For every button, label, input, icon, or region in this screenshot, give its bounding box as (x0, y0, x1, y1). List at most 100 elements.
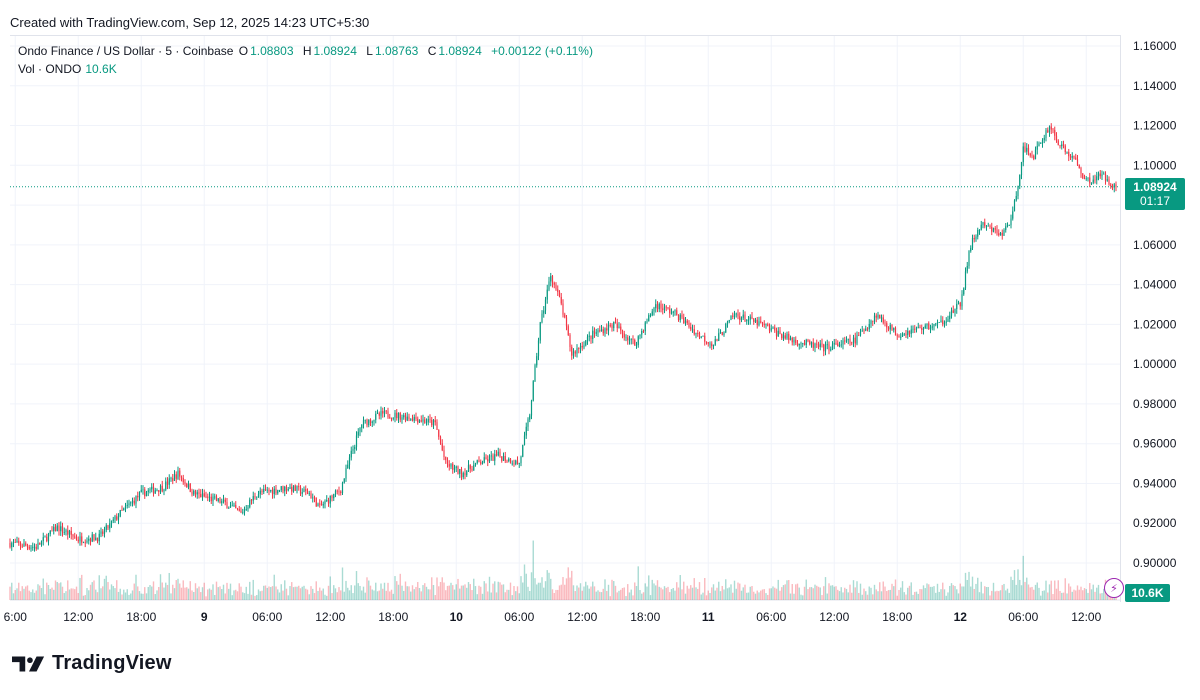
candle-body (263, 489, 265, 493)
candle-body (907, 330, 909, 336)
volume-bar (91, 582, 93, 600)
candle-body (830, 349, 832, 351)
volume-bar (553, 593, 555, 600)
volume-bar (205, 596, 207, 600)
candle-body (413, 417, 415, 421)
candle-body (98, 533, 100, 542)
candle-body (653, 308, 655, 312)
volume-bar (856, 581, 858, 600)
candle-body (515, 460, 517, 465)
candle-body (886, 323, 888, 328)
volume-bar (145, 593, 148, 600)
candle-body (812, 342, 814, 348)
candle-body (1075, 157, 1077, 160)
volume-bar (660, 587, 662, 600)
volume-bar (1015, 584, 1017, 600)
volume-bar (830, 585, 832, 600)
candle-body (282, 486, 284, 492)
volume-bar (1068, 583, 1070, 600)
candle-body (560, 296, 562, 304)
candle-body (35, 546, 37, 550)
volume-bar (683, 581, 685, 600)
lightning-icon[interactable]: ⚡ (1104, 578, 1124, 598)
volume-bar (124, 592, 127, 600)
volume-bar (1099, 593, 1101, 600)
volume-bar (653, 583, 655, 600)
candle-body (1101, 174, 1103, 177)
volume-bar (1019, 579, 1021, 600)
candle-body (924, 325, 926, 329)
volume-bar (123, 589, 125, 600)
candle-body (243, 509, 246, 513)
volume-bar (763, 589, 765, 600)
tradingview-logo-icon (12, 655, 45, 672)
candle-body (411, 418, 414, 421)
candle-body (240, 510, 242, 513)
volume-bar (154, 594, 156, 600)
volume-bar (1031, 586, 1033, 600)
volume-bar (294, 586, 296, 600)
candle-body (270, 489, 272, 492)
price-chart[interactable]: 1.160001.140001.120001.100001.080001.060… (0, 0, 1200, 640)
volume-bar (385, 590, 387, 600)
volume-bar (921, 589, 923, 600)
candle-body (40, 541, 43, 545)
candle-body (739, 316, 741, 321)
volume-bar (915, 591, 918, 600)
candle-body (424, 419, 426, 423)
created-with-note: Created with TradingView.com, Sep 12, 20… (10, 15, 370, 30)
volume-bar (1033, 589, 1035, 600)
volume-bar (1054, 580, 1056, 600)
volume-bar (621, 587, 624, 600)
candle-body (711, 343, 713, 347)
volume-bar (292, 587, 295, 600)
x-tick-label: 12:00 (567, 610, 597, 624)
volume-bar (571, 570, 573, 600)
candle-body (464, 473, 466, 476)
brand-name: TradingView (52, 652, 172, 674)
volume-bar (33, 592, 36, 600)
volume-bar (21, 586, 23, 600)
volume-bar (868, 586, 870, 600)
volume-bar (966, 579, 968, 600)
candle-body (1082, 173, 1084, 179)
volume-bar (497, 581, 499, 600)
candle-body (140, 489, 142, 493)
candle-body (385, 410, 387, 412)
volume-bar (296, 586, 298, 600)
volume-bar (26, 585, 29, 600)
volume-bar (429, 589, 431, 600)
candle-body (1057, 140, 1059, 146)
volume-bar (663, 586, 666, 600)
candle-body (782, 335, 785, 339)
candle-body (1019, 175, 1021, 186)
volume-bar (530, 572, 533, 600)
volume-bar (130, 593, 132, 600)
volume-bar (394, 576, 396, 600)
candle-body (523, 435, 526, 445)
candle-body (620, 326, 622, 331)
candle-body (789, 337, 792, 341)
volume-bar (159, 574, 162, 600)
candle-body (578, 348, 580, 350)
volume-bar (252, 579, 254, 600)
y-tick-label: 0.92000 (1133, 516, 1177, 530)
volume-bar (863, 588, 865, 600)
volume-bar (280, 584, 282, 600)
candle-body (459, 469, 461, 474)
volume-bar (413, 589, 415, 600)
volume-bar (1066, 593, 1068, 600)
volume-bar (963, 586, 965, 600)
candle-body (1108, 179, 1110, 185)
candle-body (999, 232, 1002, 236)
volume-bar (264, 585, 267, 600)
volume-bar (448, 585, 450, 600)
candle-body (798, 343, 800, 346)
volume-bar (268, 586, 270, 600)
brand-footer[interactable]: TradingView (12, 652, 172, 675)
candle-body (474, 462, 477, 466)
candle-body (291, 486, 293, 492)
candle-body (26, 545, 29, 547)
candle-body (837, 343, 839, 347)
volume-bar (68, 589, 71, 600)
